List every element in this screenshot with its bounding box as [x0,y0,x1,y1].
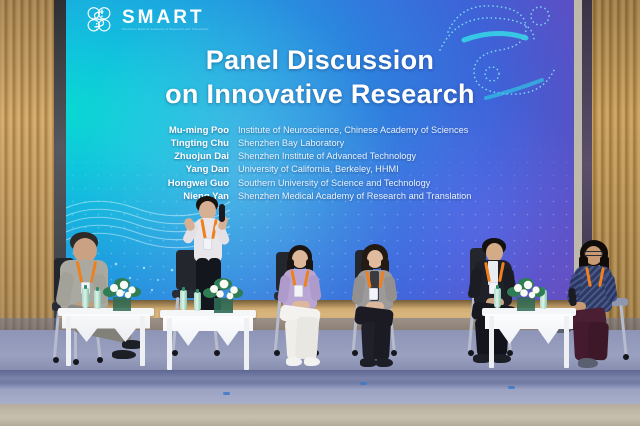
eyeglasses-icon [584,251,603,256]
panelist-affiliation: University of California, Berkeley, HHMI [238,164,399,175]
panelist-row: Zhuojun Dai Shenzhen Institute of Advanc… [144,151,496,163]
panelist-affiliation: Shenzhen Bay Laboratory [238,138,345,149]
panelist-name: Hongwei Guo [167,177,229,189]
stage-step-edge [0,370,640,379]
water-bottle [180,287,187,310]
floor-marker [360,382,367,385]
hall-floor [0,404,640,426]
panelist-name: Mu-ming Poo [168,125,229,136]
flower-arrangement [103,278,141,311]
panelist-affiliation: Shenzhen Medical Academy of Research and… [238,190,472,201]
microphone-icon [219,204,225,222]
smart-tagline: Shenzhen Medical Academy of Research and… [122,28,209,32]
smart-wordmark: SMART [122,7,205,29]
smart-logo: SMART Shenzhen Medical Academy of Resear… [84,5,209,35]
wall-gap-right [582,0,592,330]
smart-cloud-s-logo-icon [84,5,114,35]
dotted-s-swirl-decor-icon [439,5,555,100]
water-bottle [494,285,501,308]
person-seated-woman-lavender [277,245,340,373]
panelist-affiliation: Shenzhen Institute of Advanced Technolog… [238,151,417,162]
panelist-row: Tingting Chu Shenzhen Bay Laboratory [144,138,496,150]
flower-arrangement [507,278,545,311]
panelist-row: Yang Dan University of California, Berke… [144,164,496,176]
floor-marker [508,386,515,389]
water-bottle [94,287,101,309]
screen-light-sweep-right [269,32,574,320]
side-table [58,300,154,372]
slide-title-line2: on Innovative Research [165,78,475,109]
side-table [482,300,576,376]
floor-marker [223,392,230,395]
person-seated-woman-maroon [552,240,638,376]
panelist-row: Mu-ming Poo Institute of Neuroscience, C… [144,125,496,137]
flower-arrangement [203,278,243,313]
panelist-affiliation: Institute of Neuroscience, Chinese Acade… [238,125,469,135]
slide-title: Panel Discussion on Innovative Research [66,44,574,112]
wall-base-shadow [58,300,596,309]
slide-title-line1: Panel Discussion [205,45,435,75]
stage-platform [0,330,640,406]
water-bottle [194,289,201,311]
person-seated-man-dark-suit [467,238,542,372]
panelist-name: Tingting Chu [170,138,229,150]
panelist-affiliation: Southern University of Science and Techn… [238,177,431,188]
panelist-row: Hongwei Guo Southern University of Scien… [144,178,496,190]
person-seated-woman-tweed [351,244,414,374]
water-bottle [82,285,89,308]
panelist-name: Zhuojun Dai [174,151,229,163]
side-table [160,300,256,376]
panelist-list: Mu-ming Poo Institute of Neuroscience, C… [66,125,574,203]
panelist-name: Yang Dan [185,164,229,176]
